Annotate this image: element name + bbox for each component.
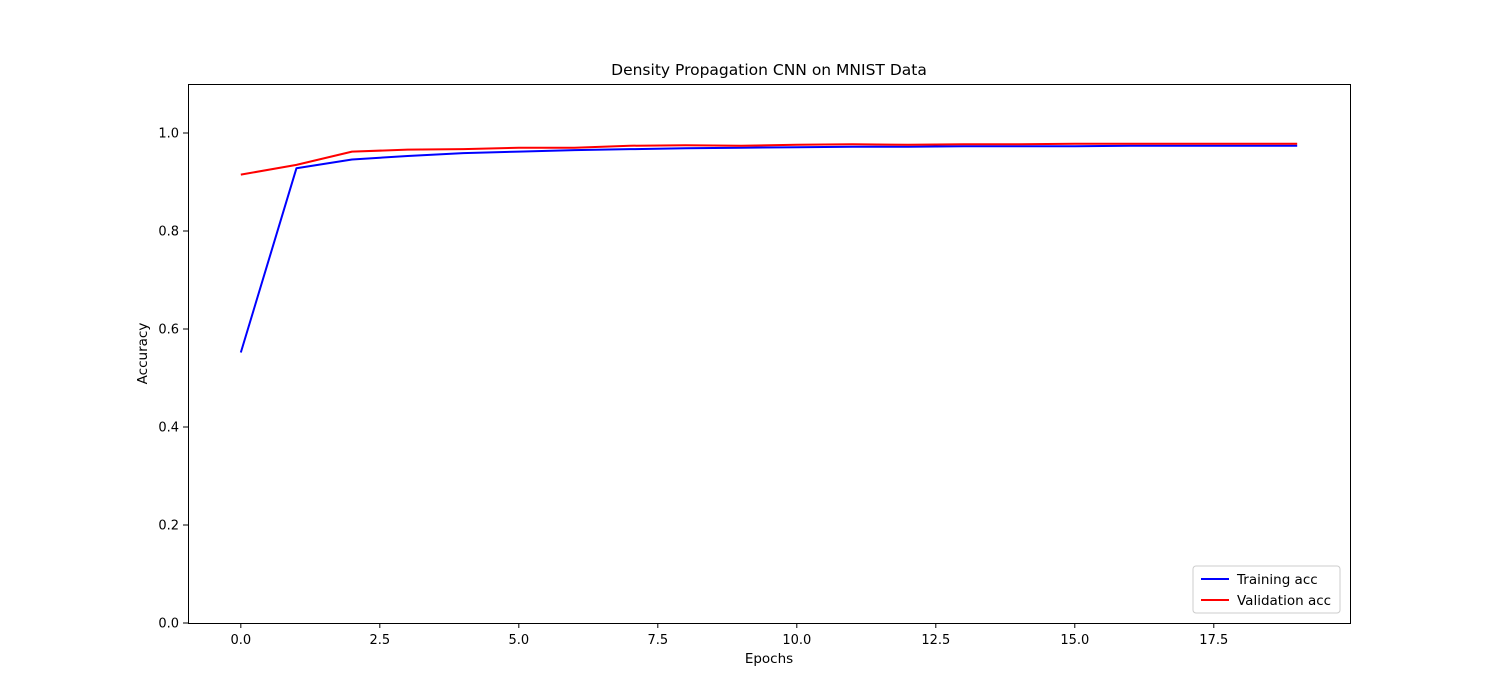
y-axis-label: Accuracy <box>135 323 151 385</box>
x-tick-label: 0.0 <box>230 633 251 648</box>
y-tick-label: 1.0 <box>158 127 179 142</box>
y-tick-label: 0.8 <box>158 225 179 240</box>
x-axis-label: Epochs <box>745 651 793 667</box>
y-tick-label: 0.6 <box>158 323 179 338</box>
x-tick-label: 2.5 <box>369 633 390 648</box>
y-axis: 0.0 0.2 0.4 0.6 0.8 1.0 <box>158 127 188 632</box>
series-layer <box>239 142 1298 353</box>
series-line-training-acc <box>239 144 1298 353</box>
x-tick-label: 15.0 <box>1060 633 1089 648</box>
plot-area <box>188 84 1350 623</box>
x-tick-label: 7.5 <box>647 633 668 648</box>
x-axis: 0.0 2.5 5.0 7.5 10.0 12.5 15.0 17.5 <box>230 623 1228 648</box>
x-tick-label: 5.0 <box>508 633 529 648</box>
legend-entry-label: Validation acc <box>1237 593 1331 609</box>
plot-frame <box>188 84 1351 624</box>
x-tick-label: 17.5 <box>1199 633 1228 648</box>
y-tick-label: 0.4 <box>158 421 179 436</box>
y-tick-label: 0.2 <box>158 519 179 534</box>
series-line-validation-acc <box>240 142 1298 176</box>
x-tick-label: 12.5 <box>921 633 950 648</box>
chart-title: Density Propagation CNN on MNIST Data <box>611 61 927 79</box>
legend-entry-label: Training acc <box>1236 572 1318 588</box>
x-tick-label: 10.0 <box>782 633 811 648</box>
y-tick-label: 0.0 <box>158 617 179 632</box>
legend-box <box>1192 565 1341 614</box>
legend: Training acc Validation acc <box>1192 565 1341 614</box>
